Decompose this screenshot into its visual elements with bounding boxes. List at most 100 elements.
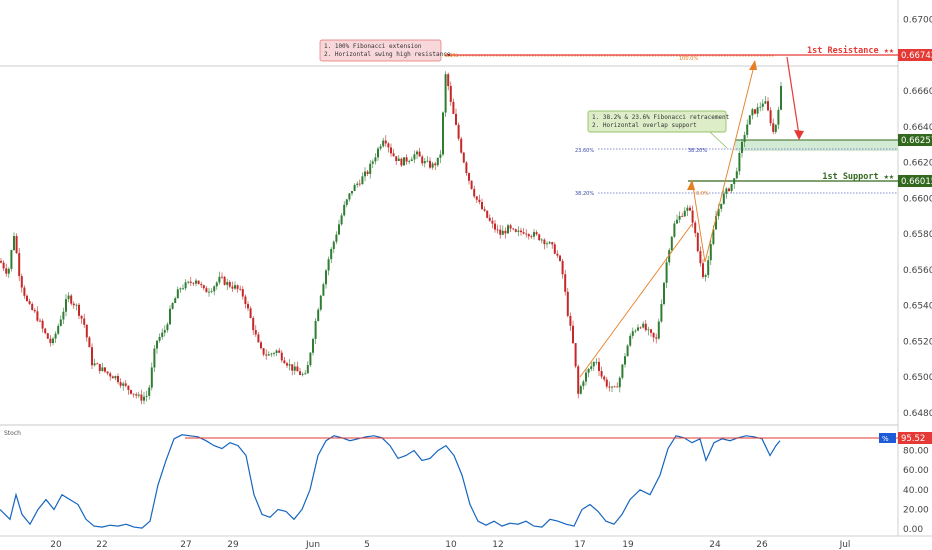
candle-body [374,157,377,162]
candle-body [312,338,314,353]
candle-body [559,255,561,261]
candle-body [637,327,639,331]
candle-body [546,243,548,245]
candle-body [748,115,751,125]
candle-body [530,236,533,238]
candle-body [356,183,359,185]
candle-body [681,215,684,217]
candle-body [270,353,273,355]
candle-body [390,147,392,154]
candle-body [691,210,694,223]
candle-body [639,327,642,329]
candle-body [205,288,208,293]
candle-body [543,239,546,245]
candle-body [208,291,210,293]
support-callout-pointer [709,131,728,149]
candle-body [189,281,192,283]
candle-body [249,308,252,319]
candle-body [699,251,702,264]
fib-label-236: 23.60% [575,148,594,154]
candle-body [735,171,738,179]
candle-body [96,363,99,365]
candle-body [647,329,650,331]
candle-body [626,345,629,357]
candle-body [241,289,244,297]
candles-group [0,71,782,405]
candle-body [387,143,390,148]
candle-body [447,74,450,86]
candle-body [457,124,460,139]
candle-body [540,239,543,241]
candle-body [39,320,41,322]
candle-body [574,343,577,367]
candle-body [132,393,135,395]
candle-body [309,352,312,366]
candle-body [392,153,395,157]
candle-body [36,311,39,321]
candle-body [296,366,299,372]
candle-body [117,375,119,383]
support-callout-line-2: 2. Horizontal overlap support [592,122,697,129]
candle-body [416,151,418,155]
candle-body [10,250,13,269]
candle-body [361,176,364,185]
candle-body [65,299,67,312]
candle-body [384,140,387,144]
candle-body [226,282,229,285]
candle-body [369,163,372,174]
candle-body [244,296,247,305]
candle-body [403,157,405,166]
candle-body [70,295,73,304]
candle-body [426,160,429,162]
candle-body [59,319,62,326]
candle-body [585,372,587,382]
candle-body [49,338,52,344]
candle-body [431,163,434,168]
candle-body [358,183,361,185]
candle-body [145,395,148,397]
stoch-value-tag: 95.52 [901,434,925,444]
candle-body [91,347,93,366]
candle-body [512,228,515,230]
candle-body [5,268,8,274]
candle-body [400,158,403,166]
candle-body [408,160,411,162]
support-label: 1st Support ★★ [822,172,894,182]
fib-label-382-b: 38.20% [575,191,594,197]
candle-body [140,394,143,401]
candle-body [137,394,140,396]
candle-body [449,85,452,102]
candle-body [239,288,242,290]
candle-body [689,207,691,211]
candle-body [161,332,164,337]
candle-body [652,332,655,338]
candle-body [767,101,769,111]
stoch-badge: % [882,435,889,443]
candle-body [338,224,340,235]
support-callout[interactable] [587,110,727,133]
candle-body [621,364,624,378]
candle-body [169,308,171,325]
candle-body [655,337,658,339]
candle-body [743,134,746,142]
candle-body [460,138,463,153]
resistance-callout[interactable] [319,39,442,62]
candle-body [377,148,379,158]
candle-body [608,386,611,388]
time-tick-label: 22 [96,540,107,550]
candle-body [330,248,333,260]
stoch-label: Stoch [4,430,21,437]
candle-body [275,350,278,354]
candle-body [343,204,346,216]
candle-body [72,303,75,306]
candle-body [291,364,294,371]
candle-body [429,160,431,168]
candle-body [707,260,710,276]
candle-body [741,141,743,153]
candle-body [561,260,564,275]
candle-body [761,103,764,107]
candle-body [728,188,730,192]
candle-body [260,342,262,349]
